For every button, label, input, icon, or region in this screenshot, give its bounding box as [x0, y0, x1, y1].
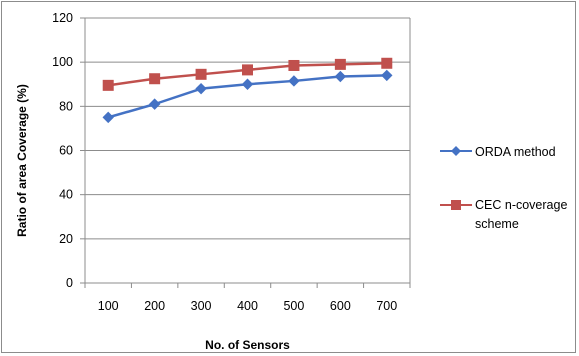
data-point-orda-300: [195, 82, 207, 95]
x-tick-label-500: 500: [283, 299, 304, 313]
data-point-cec-700: [381, 57, 393, 69]
y-tick-label-0: 0: [66, 276, 73, 290]
legend-label-cec-line-2: scheme: [475, 217, 519, 231]
data-point-orda-200: [148, 98, 161, 110]
data-point-cec-500: [288, 59, 300, 71]
legend-marker-orda: [451, 146, 461, 156]
data-point-cec-400: [242, 64, 253, 76]
data-point-cec-300: [195, 68, 207, 80]
y-tick-label-40: 40: [59, 188, 73, 202]
legend-item-cec: CEC n-coverage scheme: [440, 198, 567, 231]
y-axis-ticks: 0 20 40 60 80 100 120: [52, 11, 85, 290]
legend-label-orda: ORDA method: [475, 145, 556, 159]
grid-lines: [85, 17, 410, 284]
y-tick-label-100: 100: [52, 55, 73, 69]
y-tick-label-60: 60: [59, 144, 73, 158]
data-point-orda-400: [241, 78, 254, 90]
x-tick-label-600: 600: [330, 299, 351, 313]
data-point-orda-500: [288, 75, 300, 87]
y-tick-label-20: 20: [59, 232, 73, 246]
x-tick-label-400: 400: [237, 299, 258, 313]
data-point-orda-600: [334, 70, 347, 83]
x-tick-label-200: 200: [144, 299, 165, 313]
x-axis-ticks: 100 200 300 400 500 600 700: [84, 283, 411, 313]
x-tick-label-100: 100: [98, 299, 119, 313]
x-tick-label-700: 700: [376, 299, 397, 313]
series-group: [102, 57, 393, 124]
data-point-orda-100: [102, 111, 114, 124]
data-point-orda-700: [381, 69, 393, 82]
data-point-cec-100: [102, 79, 114, 91]
legend: ORDA method CEC n-coverage scheme: [440, 145, 567, 231]
legend-marker-cec: [451, 200, 461, 210]
data-point-cec-200: [149, 73, 161, 85]
legend-label-cec-line-1: CEC n-coverage: [475, 198, 567, 212]
x-tick-label-300: 300: [191, 299, 212, 313]
data-point-cec-600: [334, 58, 346, 70]
legend-label-cec: CEC n-coverage scheme: [475, 198, 567, 231]
x-axis-title: No. of Sensors: [205, 338, 290, 352]
y-tick-label-120: 120: [52, 11, 73, 25]
y-tick-label-80: 80: [59, 99, 73, 113]
y-axis-title: Ratio of area Coverage (%): [15, 84, 29, 237]
legend-item-orda: ORDA method: [440, 145, 556, 159]
